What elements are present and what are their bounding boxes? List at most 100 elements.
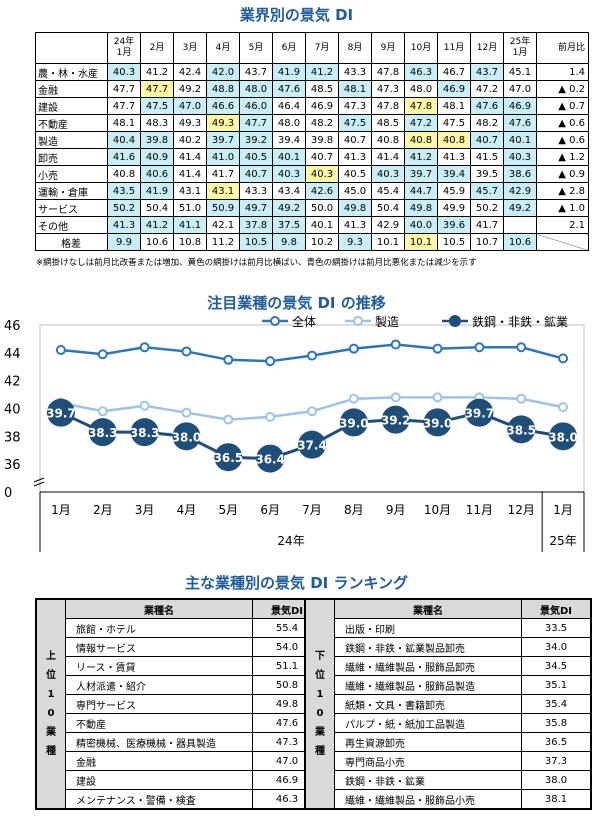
y-tick-label: 36 — [4, 458, 21, 473]
data-point — [55, 345, 66, 356]
di-cell: 41.7 — [206, 165, 240, 183]
y-tick-label: 42 — [4, 375, 21, 390]
ranking-row: メンテナンス・警備・検査 46.3 — [37, 789, 322, 809]
ranking-table: 上位 1 0 業種業種名 景気DI 旅館・ホテル 55.4 情報サービス 54.0 リース・賃貸 5… — [36, 599, 322, 809]
di-cell: 45.7 — [470, 182, 504, 200]
di-cell: 41.2 — [404, 148, 438, 166]
di-cell: 47.0 — [503, 80, 537, 98]
change-cell: ▲ 1.0 — [536, 199, 589, 217]
industry-name: 紙類・文具・書籍卸売 — [334, 694, 522, 714]
ranking-row: パルプ・紙・紙加工品製造 35.8 — [306, 713, 591, 733]
column-header: 9月 — [371, 32, 405, 64]
di-cell: 41.7 — [470, 216, 504, 234]
di-cell: 48.8 — [206, 80, 240, 98]
table-row: 農・林・水産 40.3 41.2 42.4 42.0 43.7 41.9 41.2 43.3 47… — [35, 63, 589, 81]
di-cell: 50.4 — [371, 199, 405, 217]
data-point — [507, 415, 536, 444]
di-cell: 47.6 — [470, 97, 504, 115]
industry-name: 繊維・繊維製品・服飾品製造 — [334, 675, 522, 695]
di-cell: 43.3 — [338, 63, 372, 81]
column-header: 前月比 — [536, 32, 589, 64]
x-tick-label: 10月 — [424, 503, 451, 517]
di-cell: 40.3 — [272, 165, 306, 183]
column-header — [35, 32, 108, 64]
di-cell: 40.8 — [437, 131, 471, 149]
column-header: 8月 — [338, 32, 372, 64]
row-label: 卸売 — [35, 148, 108, 166]
di-cell: 43.5 — [107, 182, 141, 200]
di-cell: 41.2 — [140, 63, 174, 81]
data-point — [474, 342, 485, 353]
ranking-row: 出版・印刷 33.5 — [306, 618, 591, 638]
di-cell: 49.2 — [173, 80, 207, 98]
di-cell: 47.6 — [272, 80, 306, 98]
di-cell: 49.8 — [338, 199, 372, 217]
data-point — [549, 422, 578, 451]
year-label: 25年 — [549, 534, 576, 548]
column-header: 25年 1月 — [503, 32, 537, 64]
industry-name: 建設 — [65, 770, 253, 790]
di-cell: 50.2 — [470, 199, 504, 217]
ranking-row: 繊維・繊維製品・服飾品小売 38.1 — [306, 789, 591, 809]
di-cell: 48.0 — [272, 114, 306, 132]
data-label: 39.7 — [465, 407, 495, 421]
data-point — [307, 406, 317, 417]
ranking-row: 鉄鋼・非鉄・鉱業 38.0 — [306, 770, 591, 790]
row-label: 農・林・水産 — [35, 63, 108, 81]
di-cell: 43.1 — [173, 182, 207, 200]
y-tick-label: 46 — [4, 319, 21, 334]
data-point — [88, 418, 117, 447]
di-cell: 40.8 — [371, 131, 405, 149]
di-cell: 48.1 — [437, 97, 471, 115]
di-cell: 39.4 — [437, 165, 471, 183]
change-cell: ▲ 0.7 — [536, 97, 589, 115]
data-point — [256, 444, 285, 473]
year-label: 24年 — [277, 534, 304, 548]
data-point — [97, 349, 108, 360]
ranking-row: 専門サービス 49.8 — [37, 694, 322, 714]
di-cell: 41.1 — [173, 216, 207, 234]
di-cell: 41.3 — [338, 148, 372, 166]
di-cell: 10.6 — [140, 233, 174, 251]
di-cell: 43.3 — [239, 182, 273, 200]
x-tick-label: 1月 — [51, 503, 71, 517]
x-tick-label: 5月 — [218, 503, 238, 517]
column-header: 10月 — [404, 32, 438, 64]
di-cell: 10.1 — [404, 233, 438, 251]
change-cell: ▲ 2.8 — [536, 182, 589, 200]
di-cell: 43.1 — [206, 182, 240, 200]
legend-marker — [449, 315, 461, 327]
di-cell: 40.3 — [305, 165, 339, 183]
column-header: 24年 1月 — [107, 32, 141, 64]
data-point — [465, 398, 494, 427]
row-label: 金融 — [35, 80, 108, 98]
data-point — [265, 356, 276, 367]
di-cell: 49.2 — [503, 199, 537, 217]
di-cell: 40.3 — [371, 165, 405, 183]
ranking-row: 旅館・ホテル 55.4 — [37, 618, 322, 638]
column-header: 5月 — [239, 32, 273, 64]
industry-name: リース・賃貸 — [65, 656, 253, 676]
x-tick-label: 4月 — [177, 503, 197, 517]
data-label: 38.3 — [88, 426, 118, 440]
di-cell: 47.2 — [404, 114, 438, 132]
data-point — [558, 353, 569, 364]
di-cell: 49.8 — [404, 199, 438, 217]
data-label: 38.0 — [548, 430, 578, 444]
table-note: ※網掛けなしは前月比改善または増加、黄色の網掛けは前月比横ばい、青色の網掛けは前… — [36, 258, 477, 268]
bottom10-panel: 下位 1 0 業種業種名 景気DI 出版・印刷 33.5 鉄鋼・非鉄・鉱業製品卸売 34.0 繊維… — [304, 598, 592, 810]
data-point — [130, 418, 159, 447]
data-point — [558, 402, 569, 413]
di-value: 36.5 — [521, 732, 591, 752]
di-cell: 10.1 — [371, 233, 405, 251]
column-header: 2月 — [140, 32, 174, 64]
industry-name: パルプ・紙・紙加工品製造 — [334, 713, 522, 733]
di-cell: 39.6 — [437, 216, 471, 234]
di-cell: 47.8 — [371, 97, 405, 115]
x-tick-label: 9月 — [386, 503, 406, 517]
data-point — [423, 408, 452, 437]
di-cell: 40.3 — [107, 63, 141, 81]
column-header: 4月 — [206, 32, 240, 64]
di-cell — [503, 216, 537, 234]
